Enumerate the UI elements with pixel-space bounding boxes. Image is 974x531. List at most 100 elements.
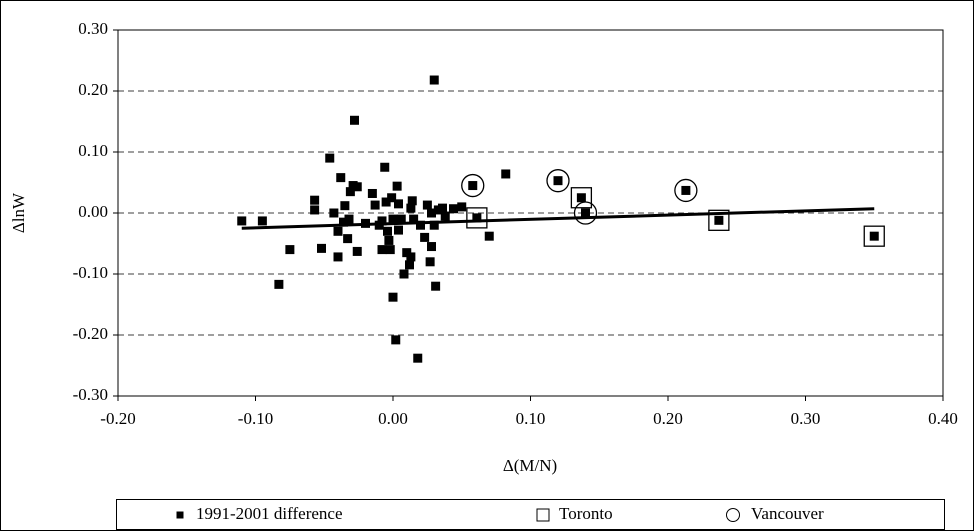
point xyxy=(570,187,593,209)
y-tick-label: -0.30 xyxy=(73,385,108,404)
point xyxy=(352,246,362,256)
point xyxy=(310,205,320,215)
point xyxy=(431,281,441,291)
x-tick-label: 0.10 xyxy=(516,409,546,428)
point xyxy=(581,208,590,218)
point xyxy=(449,204,458,214)
y-tick-label: 0.10 xyxy=(78,141,108,160)
point xyxy=(863,225,885,247)
point xyxy=(377,216,387,226)
point xyxy=(429,220,439,230)
point xyxy=(429,75,439,85)
point xyxy=(257,216,267,226)
y-tick-label: 0.20 xyxy=(78,80,108,99)
point xyxy=(343,234,353,244)
point xyxy=(387,193,397,203)
point xyxy=(416,220,425,230)
point xyxy=(399,269,409,279)
x-tick-label: 0.30 xyxy=(791,409,821,428)
point xyxy=(405,260,414,270)
point xyxy=(370,200,380,210)
point xyxy=(396,214,406,224)
point xyxy=(674,178,698,203)
point xyxy=(344,214,354,224)
point xyxy=(573,201,598,225)
point xyxy=(394,199,403,209)
point xyxy=(391,335,401,345)
y-axis-label: ΔlnW xyxy=(9,192,28,233)
x-axis-label: Δ(M/N) xyxy=(503,456,557,475)
legend-box xyxy=(116,499,945,530)
point xyxy=(422,200,432,210)
point xyxy=(380,162,390,172)
point xyxy=(406,252,416,262)
point xyxy=(384,235,394,245)
point xyxy=(394,225,403,235)
point xyxy=(317,243,326,253)
x-tick-label: 0.20 xyxy=(653,409,683,428)
point xyxy=(457,202,467,212)
y-tick-label: -0.10 xyxy=(73,263,108,282)
point xyxy=(427,208,436,218)
x-tick-label: 0.00 xyxy=(378,409,408,428)
point xyxy=(576,193,586,203)
point xyxy=(869,231,879,241)
point xyxy=(333,226,343,236)
legend-marker xyxy=(536,508,550,522)
point xyxy=(501,169,511,179)
legend-marker xyxy=(726,508,740,522)
point xyxy=(406,203,416,213)
point xyxy=(425,257,435,267)
point xyxy=(708,209,730,231)
point xyxy=(340,201,350,211)
point xyxy=(468,181,478,191)
point xyxy=(472,213,482,223)
y-tick-label: 0.30 xyxy=(78,19,108,38)
point xyxy=(546,169,570,193)
point xyxy=(377,245,387,255)
point xyxy=(553,176,563,186)
point xyxy=(361,218,370,228)
point xyxy=(285,245,295,255)
point xyxy=(237,216,247,226)
point xyxy=(345,187,355,197)
point xyxy=(409,214,419,224)
legend-label: 1991-2001 difference xyxy=(196,504,343,523)
point xyxy=(484,231,494,241)
legend-label: Vancouver xyxy=(751,504,824,523)
point xyxy=(333,252,343,262)
point xyxy=(440,211,450,221)
point xyxy=(681,185,691,195)
x-tick-label: -0.20 xyxy=(100,409,135,428)
point xyxy=(413,353,423,363)
point xyxy=(336,173,346,183)
point xyxy=(385,245,395,255)
point xyxy=(350,115,359,125)
point xyxy=(427,242,436,252)
point xyxy=(325,153,335,163)
point xyxy=(352,182,362,192)
point xyxy=(466,207,488,229)
legend-label: Toronto xyxy=(559,504,613,523)
point xyxy=(388,214,398,224)
x-tick-label: 0.40 xyxy=(928,409,958,428)
point xyxy=(461,173,485,198)
point xyxy=(420,232,430,242)
point xyxy=(310,195,320,205)
point xyxy=(274,279,284,289)
point xyxy=(367,188,377,198)
point xyxy=(407,196,417,206)
point xyxy=(388,292,398,302)
y-tick-label: 0.00 xyxy=(78,202,108,221)
point xyxy=(714,215,724,225)
point xyxy=(339,217,348,227)
point xyxy=(383,226,392,236)
point xyxy=(392,181,402,191)
point xyxy=(329,208,339,218)
point xyxy=(438,203,447,213)
x-tick-label: -0.10 xyxy=(238,409,273,428)
legend-marker xyxy=(176,511,184,519)
y-tick-label: -0.20 xyxy=(73,324,108,343)
point xyxy=(381,197,391,207)
